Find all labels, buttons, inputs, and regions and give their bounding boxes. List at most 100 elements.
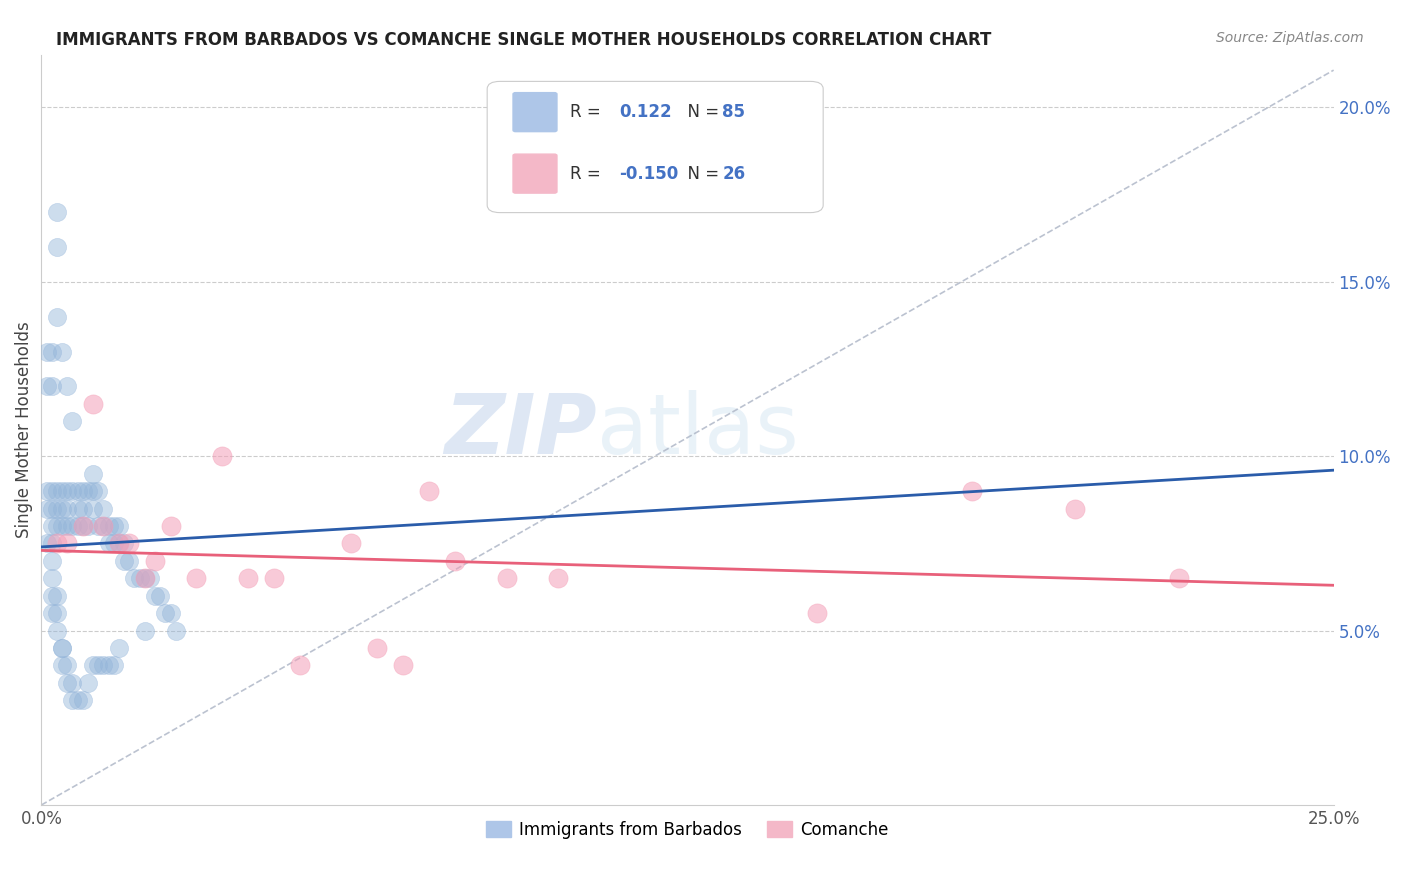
Point [41, 589, 63, 603]
Point [51, 501, 73, 516]
Point [45, 484, 67, 499]
Text: -0.150: -0.150 [619, 165, 678, 183]
Point [45, 501, 67, 516]
FancyBboxPatch shape [513, 154, 557, 193]
Point [41, 344, 63, 359]
Point [56, 536, 79, 550]
Point [45, 310, 67, 324]
Point [41, 501, 63, 516]
Point [155, 606, 177, 620]
Point [143, 554, 166, 568]
Point [72, 519, 94, 533]
Point [93, 501, 115, 516]
Point [41, 379, 63, 393]
Point [60, 519, 83, 533]
Point [186, 571, 208, 585]
Point [51, 641, 73, 656]
Point [51, 344, 73, 359]
Point [103, 658, 125, 673]
Point [76, 519, 98, 533]
Point [112, 536, 135, 550]
Text: ZIP: ZIP [444, 390, 598, 471]
Point [1064, 501, 1087, 516]
Point [35, 501, 58, 516]
Point [87, 658, 110, 673]
Point [51, 519, 73, 533]
Point [159, 519, 181, 533]
Point [56, 379, 79, 393]
Point [165, 624, 187, 638]
Point [82, 658, 104, 673]
Point [51, 484, 73, 499]
Point [56, 501, 79, 516]
Point [51, 658, 73, 673]
Point [35, 379, 58, 393]
Point [45, 589, 67, 603]
Point [76, 484, 98, 499]
Legend: Immigrants from Barbados, Comanche: Immigrants from Barbados, Comanche [479, 814, 896, 846]
Point [60, 676, 83, 690]
Point [495, 571, 517, 585]
Point [112, 554, 135, 568]
Point [143, 589, 166, 603]
Point [56, 658, 79, 673]
Point [108, 641, 131, 656]
Y-axis label: Single Mother Households: Single Mother Households [15, 322, 32, 539]
Point [134, 571, 156, 585]
Text: 0.122: 0.122 [619, 103, 672, 121]
Point [366, 641, 388, 656]
Text: R =: R = [569, 165, 606, 183]
Point [41, 571, 63, 585]
FancyBboxPatch shape [513, 93, 557, 132]
Text: IMMIGRANTS FROM BARBADOS VS COMANCHE SINGLE MOTHER HOUSEHOLDS CORRELATION CHART: IMMIGRANTS FROM BARBADOS VS COMANCHE SIN… [56, 31, 991, 49]
Point [51, 641, 73, 656]
Text: 85: 85 [723, 103, 745, 121]
Point [108, 519, 131, 533]
Point [93, 658, 115, 673]
Point [108, 536, 131, 550]
Point [288, 658, 311, 673]
Text: 26: 26 [723, 165, 745, 183]
Point [45, 240, 67, 254]
Point [60, 414, 83, 428]
Point [66, 693, 89, 707]
Point [66, 519, 89, 533]
Text: atlas: atlas [598, 390, 799, 471]
Text: Source: ZipAtlas.com: Source: ZipAtlas.com [1216, 31, 1364, 45]
Point [1167, 571, 1189, 585]
Point [72, 484, 94, 499]
Point [35, 344, 58, 359]
Point [35, 536, 58, 550]
Point [340, 536, 363, 550]
Point [87, 484, 110, 499]
Point [118, 536, 141, 550]
Point [134, 571, 156, 585]
Point [56, 676, 79, 690]
Point [960, 484, 983, 499]
Point [45, 606, 67, 620]
Point [56, 519, 79, 533]
Point [97, 519, 120, 533]
Point [128, 571, 150, 585]
Text: N =: N = [678, 165, 724, 183]
Point [82, 484, 104, 499]
Point [66, 501, 89, 516]
Point [41, 606, 63, 620]
FancyBboxPatch shape [486, 81, 823, 212]
Point [41, 519, 63, 533]
Point [45, 205, 67, 219]
Point [108, 536, 131, 550]
Point [41, 484, 63, 499]
Point [418, 484, 440, 499]
Text: N =: N = [678, 103, 724, 121]
Point [72, 519, 94, 533]
Point [103, 536, 125, 550]
Point [149, 589, 172, 603]
Point [41, 536, 63, 550]
Point [60, 484, 83, 499]
Point [134, 624, 156, 638]
Point [139, 571, 162, 585]
Point [118, 554, 141, 568]
Point [97, 536, 120, 550]
Text: R =: R = [569, 103, 606, 121]
